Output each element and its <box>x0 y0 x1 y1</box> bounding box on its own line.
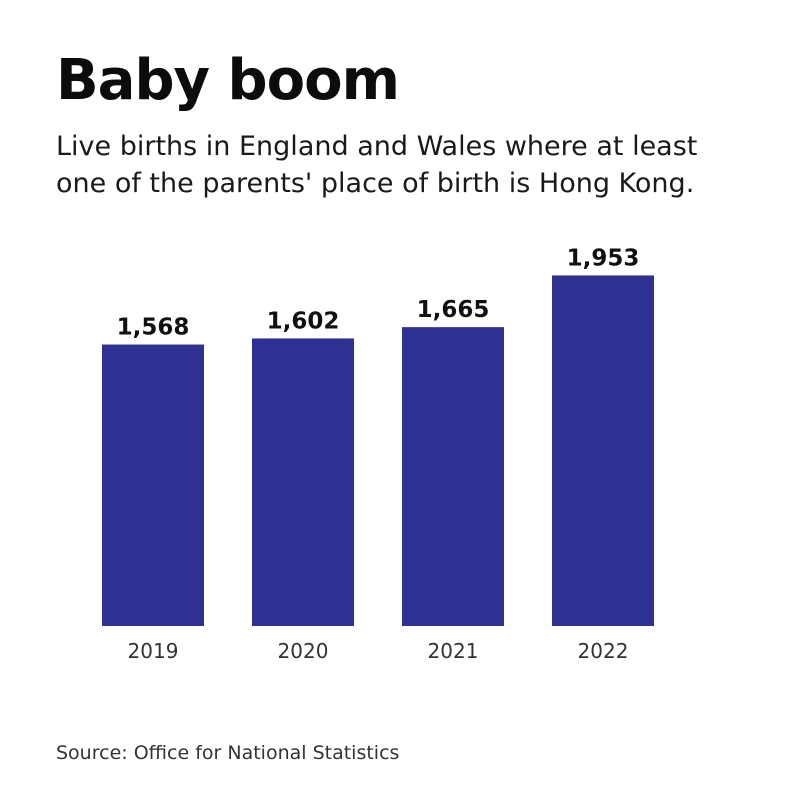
x-tick-label-2022: 2022 <box>578 639 629 663</box>
value-label-2019: 1,568 <box>117 315 190 341</box>
x-axis-labels: 2019 2020 2021 2022 <box>128 639 629 663</box>
value-label-2020: 1,602 <box>267 308 340 334</box>
value-label-2021: 1,665 <box>417 297 490 323</box>
x-tick-label-2019: 2019 <box>128 639 179 663</box>
bar-2021 <box>402 327 504 626</box>
value-labels-layer: 1,568 1,602 1,665 1,953 <box>117 245 640 340</box>
bar-2020 <box>252 338 354 626</box>
x-tick-label-2021: 2021 <box>428 639 479 663</box>
bar-2022 <box>552 275 654 626</box>
bars-layer <box>102 275 654 626</box>
value-label-2022: 1,953 <box>567 245 640 271</box>
x-tick-label-2020: 2020 <box>278 639 329 663</box>
chart-subtitle: Live births in England and Wales where a… <box>56 131 698 199</box>
bar-2019 <box>102 344 204 626</box>
source-note: Source: Office for National Statistics <box>56 742 400 764</box>
chart-title: Baby boom <box>56 48 400 113</box>
bar-chart: 1,568 1,602 1,665 1,953 2019 2020 2021 2022 <box>102 245 654 663</box>
